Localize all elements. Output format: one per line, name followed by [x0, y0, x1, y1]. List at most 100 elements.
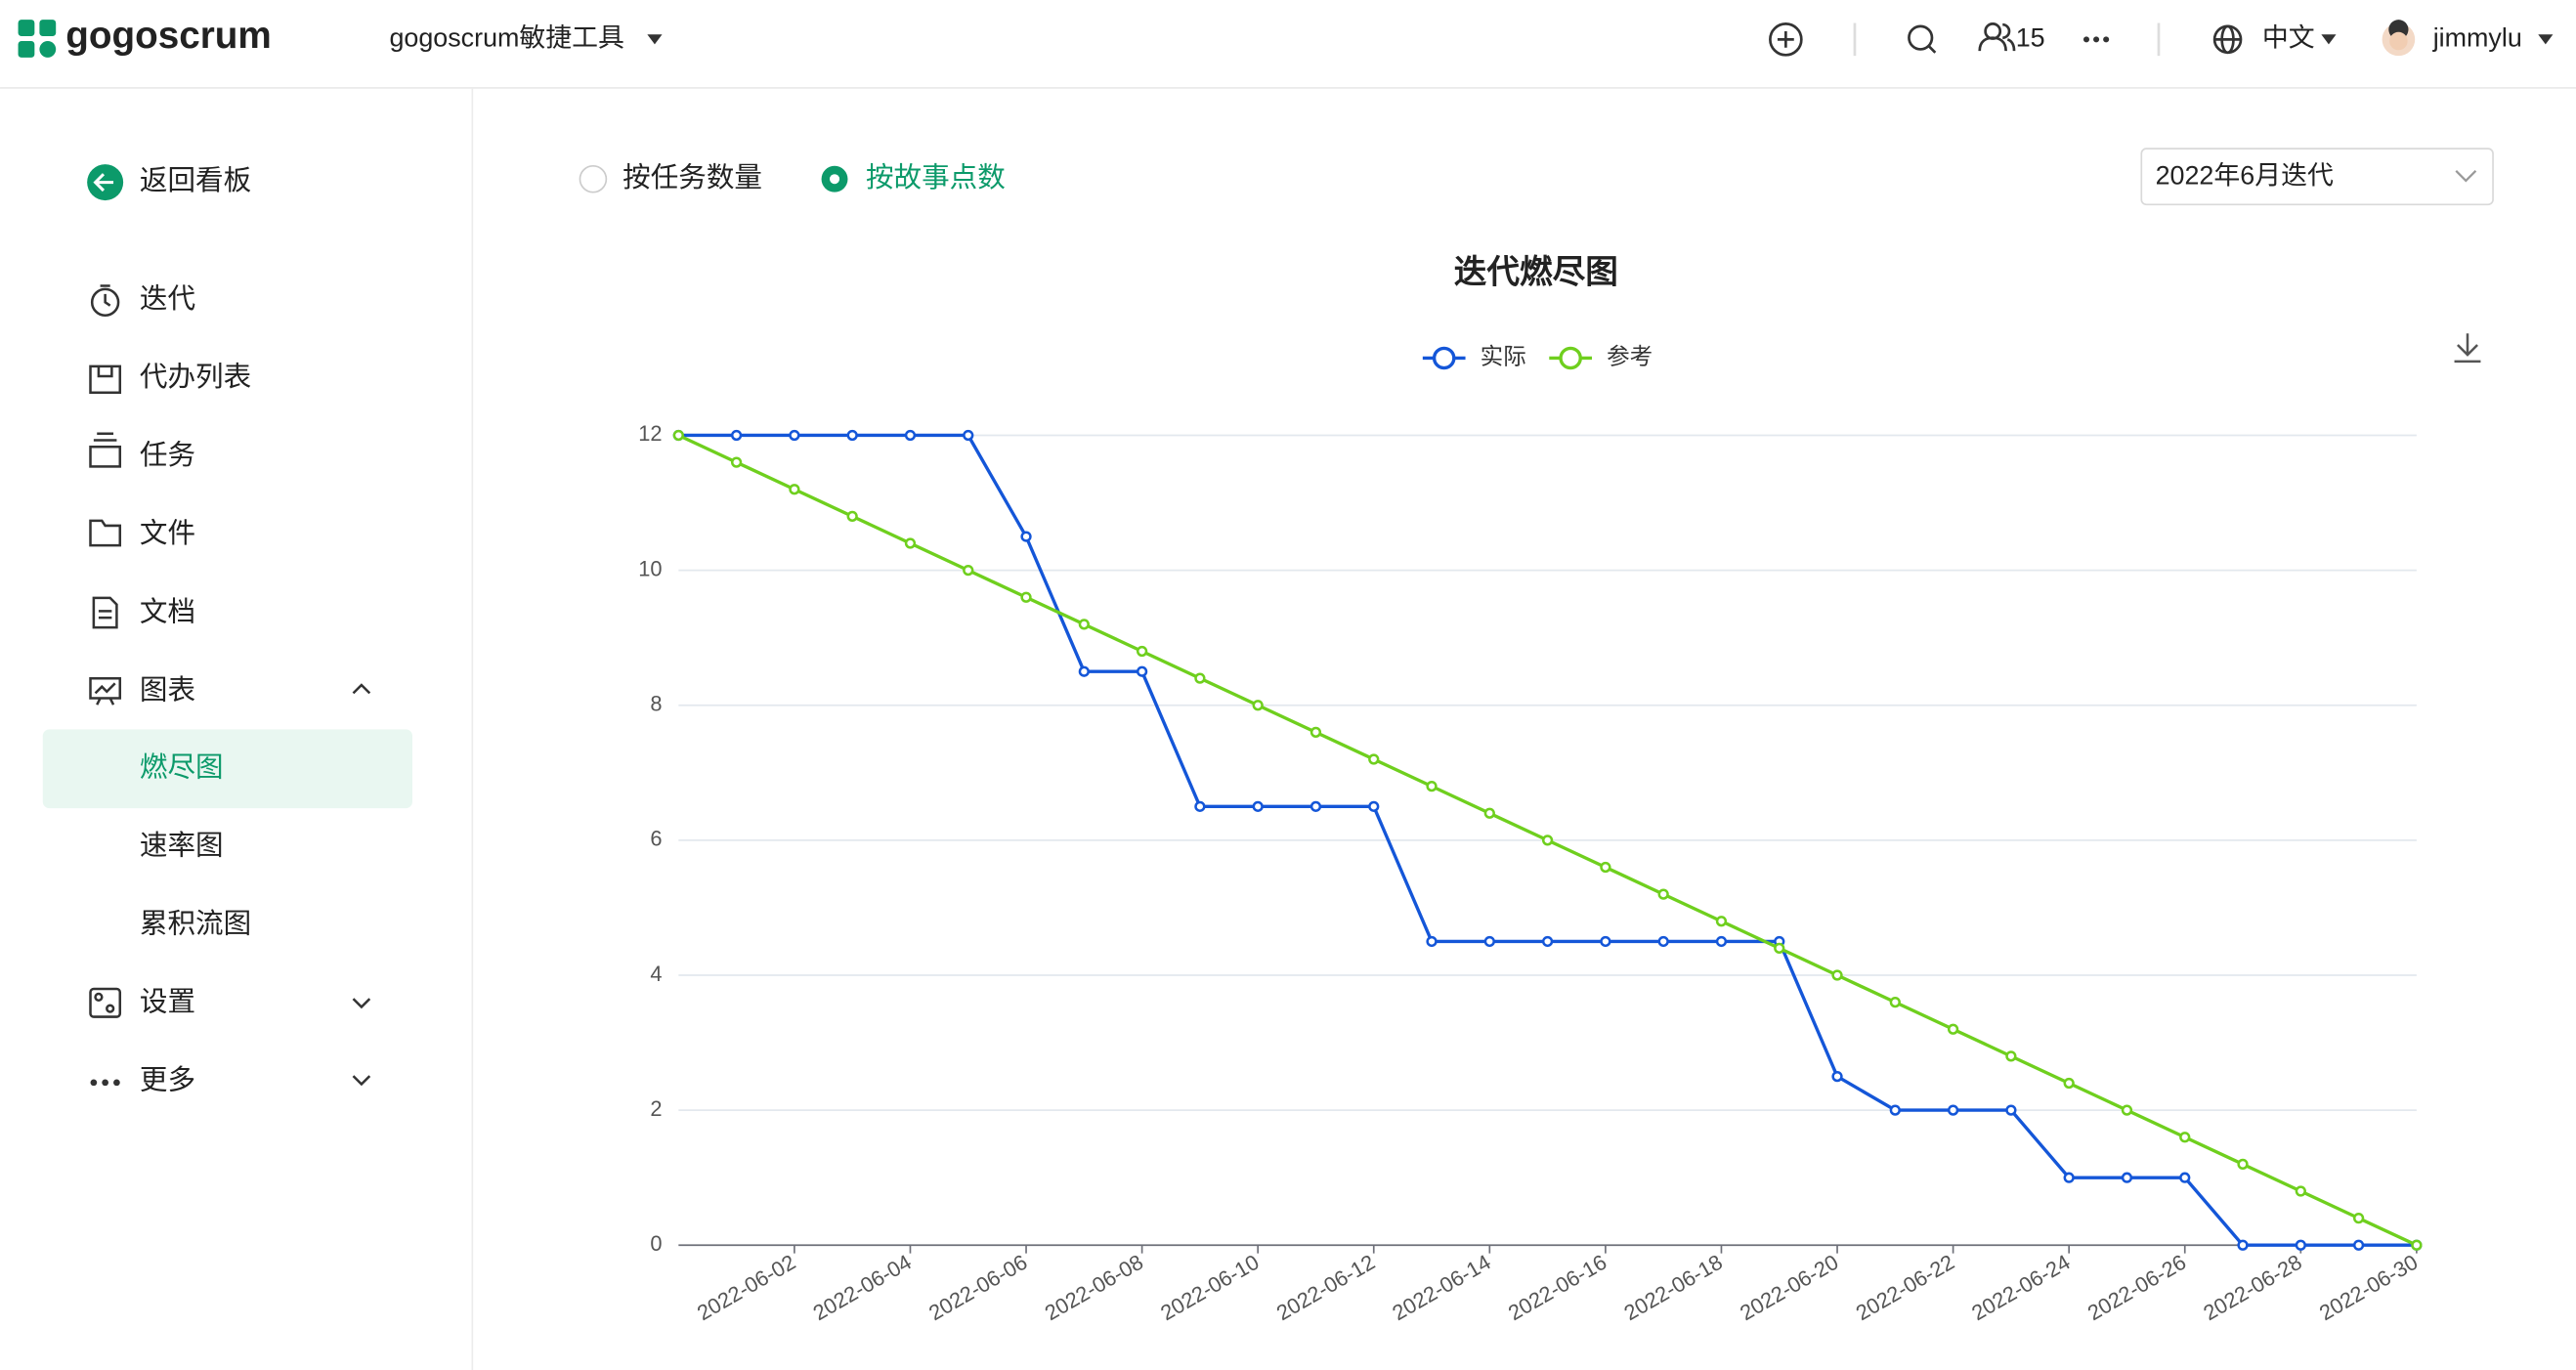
point [1309, 800, 1322, 812]
y-tick-label: 12 [638, 421, 662, 446]
point [1715, 916, 1728, 927]
point [1831, 969, 1843, 981]
point [2295, 1239, 2306, 1251]
radio-dot [829, 174, 840, 185]
y-tick-label: 8 [650, 691, 662, 715]
user-name[interactable]: jimmylu [2432, 22, 2522, 52]
point [730, 429, 743, 442]
point [1774, 942, 1785, 954]
more-icon [90, 1079, 120, 1087]
point [2063, 1172, 2075, 1183]
language[interactable]: 中文 [2262, 22, 2315, 52]
x-tick-label: 2022-06-12 [1272, 1250, 1379, 1326]
project-switch[interactable]: gogoscrum敏捷工具 [389, 22, 623, 52]
point [963, 429, 974, 442]
point [2005, 1050, 2017, 1062]
x-tick-label: 2022-06-16 [1504, 1250, 1610, 1326]
point [2179, 1132, 2191, 1143]
x-tick-label: 2022-06-14 [1388, 1250, 1494, 1326]
point [2237, 1239, 2249, 1251]
point [1136, 645, 1148, 658]
point [789, 429, 800, 442]
legend-label[interactable]: 实际 [1481, 344, 1526, 369]
header-bar [0, 0, 2576, 88]
point [1947, 1023, 1959, 1035]
point [1600, 861, 1611, 874]
avatar-face [2389, 31, 2408, 51]
point [1657, 888, 1669, 900]
point [1020, 591, 1032, 603]
x-tick-label: 2022-06-22 [1852, 1250, 1958, 1326]
point [846, 429, 858, 442]
logo [18, 20, 57, 58]
caret [2538, 34, 2554, 45]
point [1657, 935, 1669, 948]
point [2237, 1158, 2249, 1170]
sprint-select[interactable] [2140, 148, 2494, 206]
x-tick-label: 2022-06-18 [1620, 1250, 1727, 1326]
point [904, 429, 917, 442]
nav-item[interactable]: 迭代 [140, 283, 195, 315]
point [1947, 1104, 1959, 1116]
point [1889, 1104, 1901, 1116]
chart-title: 迭代燃尽图 [1454, 254, 1618, 291]
legend-label[interactable]: 参考 [1607, 344, 1653, 369]
point [1541, 835, 1554, 846]
nav-item[interactable]: 图表 [140, 674, 195, 706]
y-tick-label: 10 [638, 556, 662, 580]
x-tick-label: 2022-06-26 [2083, 1250, 2190, 1326]
nav-item[interactable]: 设置 [140, 987, 195, 1018]
nav-item[interactable]: 更多 [140, 1065, 195, 1096]
nav-sub-item[interactable]: 累积流图 [140, 908, 251, 939]
nav-item[interactable]: 文件 [140, 518, 195, 549]
caret [647, 34, 663, 45]
point [1078, 619, 1090, 630]
point [1483, 935, 1495, 948]
brand: gogoscrum [65, 15, 271, 57]
point [1541, 935, 1554, 948]
back-link[interactable]: 返回看板 [140, 165, 251, 196]
point [1889, 996, 1901, 1008]
x-tick-label: 2022-06-28 [2199, 1250, 2305, 1326]
point [1483, 807, 1495, 819]
point [672, 429, 684, 442]
x-tick-label: 2022-06-04 [809, 1250, 916, 1326]
point [2121, 1172, 2133, 1183]
point [2411, 1239, 2423, 1251]
point [1426, 780, 1438, 792]
point [2063, 1077, 2075, 1090]
nav-sub-item[interactable]: 速率图 [140, 830, 224, 861]
x-tick-label: 2022-06-10 [1156, 1250, 1263, 1326]
caret [2321, 34, 2337, 45]
nav-sub-item[interactable]: 燃尽图 [140, 751, 224, 783]
y-tick-label: 2 [650, 1096, 662, 1121]
select-caret [2455, 170, 2477, 183]
point [1715, 935, 1728, 948]
radio-label[interactable]: 按任务数量 [623, 162, 762, 193]
download-icon[interactable] [2454, 333, 2481, 364]
point [2005, 1104, 2017, 1116]
point [1426, 935, 1438, 948]
nav-item[interactable]: 任务 [140, 440, 195, 471]
nav-icons [89, 284, 371, 1087]
point [2352, 1212, 2365, 1224]
more-dots[interactable] [2082, 36, 2110, 43]
point [1831, 1070, 1843, 1083]
y-tick-label: 4 [650, 962, 662, 986]
x-tick-label: 2022-06-08 [1041, 1250, 1147, 1326]
point [1194, 800, 1206, 812]
point [2295, 1185, 2306, 1197]
radio[interactable] [579, 164, 608, 193]
point [1194, 672, 1206, 684]
radio-label[interactable]: 按故事点数 [866, 162, 1006, 193]
nav-item[interactable]: 文档 [140, 596, 195, 627]
point [1368, 800, 1380, 812]
nav-item[interactable]: 代办列表 [140, 362, 251, 393]
point [1078, 665, 1090, 677]
x-tick-label: 2022-06-20 [1736, 1250, 1842, 1326]
point [789, 484, 800, 495]
y-tick-label: 0 [650, 1231, 662, 1256]
member-count[interactable]: 15 [2016, 22, 2045, 52]
point [1368, 753, 1380, 765]
